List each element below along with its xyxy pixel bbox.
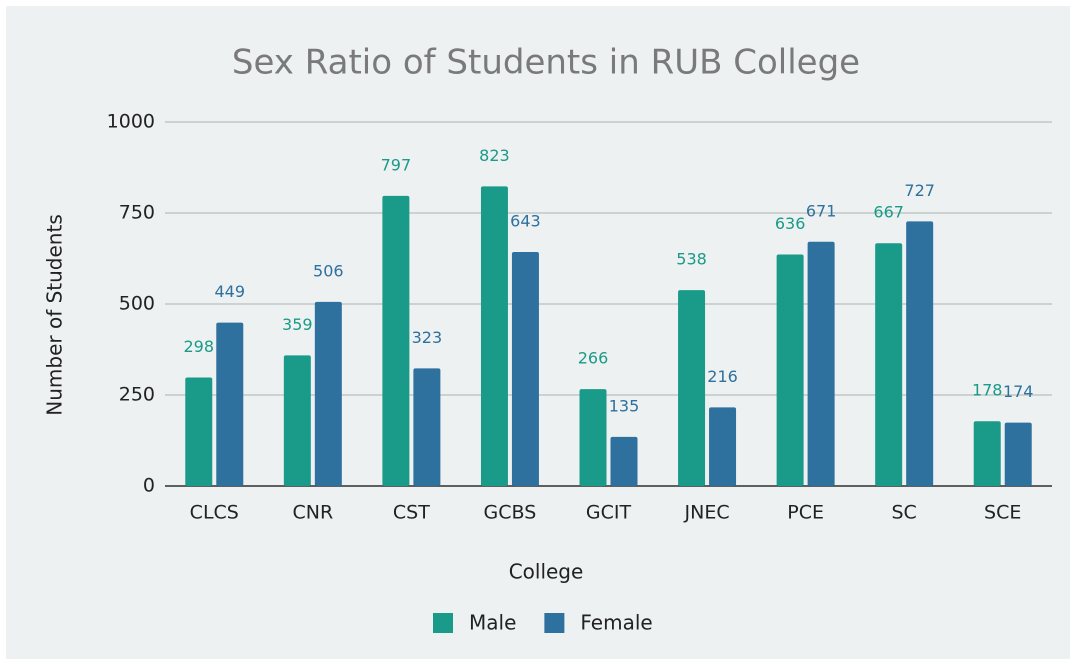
data-label: 449 bbox=[215, 282, 246, 301]
x-tick-label: GCBS bbox=[484, 502, 537, 524]
bar bbox=[973, 421, 1001, 486]
data-label: 298 bbox=[184, 337, 215, 356]
data-label: 266 bbox=[578, 349, 609, 368]
data-label: 174 bbox=[1003, 382, 1034, 401]
bar bbox=[610, 436, 638, 486]
y-tick-label: 250 bbox=[119, 384, 155, 406]
legend-swatch bbox=[544, 613, 565, 633]
y-tick-label: 500 bbox=[119, 293, 155, 315]
bar bbox=[480, 186, 508, 487]
x-tick-label: SCE bbox=[984, 502, 1021, 524]
bar bbox=[511, 251, 539, 486]
bar bbox=[283, 355, 311, 486]
y-tick-label: 1000 bbox=[107, 111, 155, 133]
bar bbox=[216, 322, 244, 486]
data-label: 643 bbox=[510, 211, 541, 230]
x-tick-label: CST bbox=[393, 502, 430, 524]
data-label: 359 bbox=[282, 315, 313, 334]
data-label: 506 bbox=[313, 261, 344, 280]
x-tick-label: CLCS bbox=[190, 502, 239, 524]
bar bbox=[413, 368, 441, 486]
y-tick-label: 0 bbox=[143, 475, 155, 497]
chart-title: Sex Ratio of Students in RUB College bbox=[232, 43, 860, 83]
bar bbox=[776, 254, 804, 486]
data-label: 178 bbox=[972, 381, 1003, 400]
x-axis-label: College bbox=[509, 560, 584, 584]
bar bbox=[906, 221, 934, 486]
data-label: 323 bbox=[412, 328, 443, 347]
bar bbox=[709, 407, 737, 486]
data-label: 135 bbox=[609, 396, 640, 415]
bar bbox=[678, 290, 706, 486]
bar bbox=[579, 389, 607, 486]
bar bbox=[382, 195, 410, 486]
y-tick-label: 750 bbox=[119, 202, 155, 224]
bar bbox=[807, 241, 835, 486]
x-tick-label: PCE bbox=[787, 502, 824, 524]
x-tick-label: CNR bbox=[292, 502, 333, 524]
data-label: 823 bbox=[479, 146, 510, 165]
bar bbox=[314, 301, 342, 486]
legend-label: Male bbox=[469, 611, 516, 635]
x-tick-label: SC bbox=[892, 502, 917, 524]
data-label: 538 bbox=[676, 250, 707, 269]
bar bbox=[875, 243, 903, 486]
x-tick-label: JNEC bbox=[684, 502, 730, 524]
bar bbox=[185, 377, 213, 486]
legend-label: Female bbox=[580, 611, 652, 635]
data-label: 727 bbox=[904, 181, 935, 200]
data-label: 797 bbox=[381, 155, 412, 174]
legend-swatch bbox=[433, 613, 453, 633]
data-label: 636 bbox=[775, 214, 806, 233]
x-tick-label: GCIT bbox=[586, 502, 632, 524]
bar bbox=[1004, 422, 1032, 486]
y-axis-label: Number of Students bbox=[43, 214, 67, 415]
data-label: 216 bbox=[707, 367, 738, 386]
data-label: 671 bbox=[806, 201, 837, 220]
data-label: 667 bbox=[873, 203, 904, 222]
